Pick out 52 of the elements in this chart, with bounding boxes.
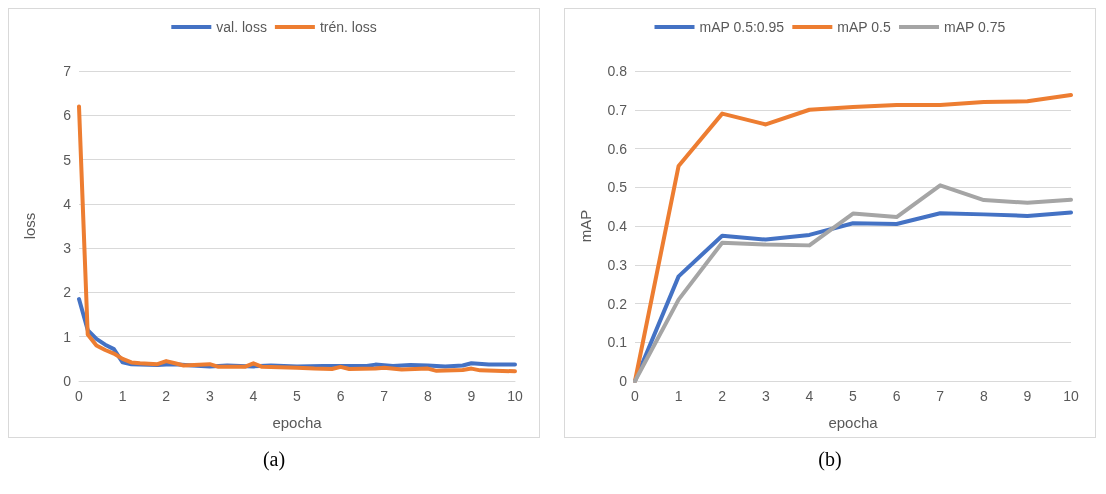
x-tick-label: 9 [467, 388, 476, 404]
y-tick-label: 0.4 [607, 218, 628, 234]
y-tick-label: 0.2 [607, 295, 628, 312]
legend-label: trén. loss [319, 19, 377, 35]
y-tick-label: 7 [63, 63, 72, 79]
x-tick-label: 4 [249, 388, 258, 404]
x-axis-title: epocha [828, 414, 879, 431]
x-tick-label: 1 [118, 388, 127, 404]
y-tick-label: 3 [63, 240, 72, 257]
line-series [633, 93, 1073, 383]
x-tick-label: 2 [718, 388, 727, 404]
x-tick-label: 6 [336, 388, 345, 404]
y-tick-label: 0 [619, 373, 628, 389]
legend-label: mAP 0.5:0.95 [699, 19, 785, 35]
x-tick-label: 10 [507, 388, 523, 404]
x-tick-label: 6 [892, 388, 901, 404]
x-tick-label: 9 [1023, 388, 1032, 404]
x-tick-label: 2 [162, 388, 171, 404]
legend-label: mAP 0.5 [837, 19, 891, 35]
x-tick-label: 5 [849, 388, 858, 404]
y-tick-label: 0.8 [607, 63, 628, 79]
y-axis-title: loss [21, 212, 38, 240]
y-tick-label: 1 [63, 328, 72, 345]
y-tick-label: 0 [63, 373, 72, 389]
y-axis-title: mAP [577, 209, 594, 243]
y-tick-label: 5 [63, 151, 72, 168]
x-tick-label: 1 [674, 388, 683, 404]
x-tick-label: 3 [205, 388, 214, 404]
y-tick-label: 2 [63, 284, 72, 301]
x-axis-title: epocha [272, 414, 323, 431]
x-tick-label: 0 [631, 388, 640, 404]
y-tick-label: 0.1 [607, 334, 628, 351]
y-tick-label: 0.7 [607, 101, 628, 118]
x-tick-label: 7 [380, 388, 389, 404]
x-tick-label: 8 [423, 388, 432, 404]
y-tick-label: 0.5 [607, 179, 628, 196]
x-tick-label: 0 [75, 388, 84, 404]
x-tick-label: 4 [805, 388, 814, 404]
y-tick-label: 0.6 [607, 140, 628, 157]
x-tick-label: 7 [936, 388, 945, 404]
x-tick-label: 5 [293, 388, 302, 404]
x-tick-label: 8 [979, 388, 988, 404]
y-tick-label: 4 [63, 195, 72, 212]
y-tick-label: 6 [63, 107, 72, 124]
text: (b) [818, 448, 842, 471]
text: (a) [262, 448, 286, 471]
legend-label: mAP 0.75 [944, 19, 1006, 35]
legend-label: val. loss [216, 19, 267, 35]
x-tick-label: 3 [761, 388, 770, 404]
line-series [77, 104, 517, 374]
x-tick-label: 10 [1063, 388, 1079, 404]
y-tick-label: 0.3 [607, 256, 628, 273]
